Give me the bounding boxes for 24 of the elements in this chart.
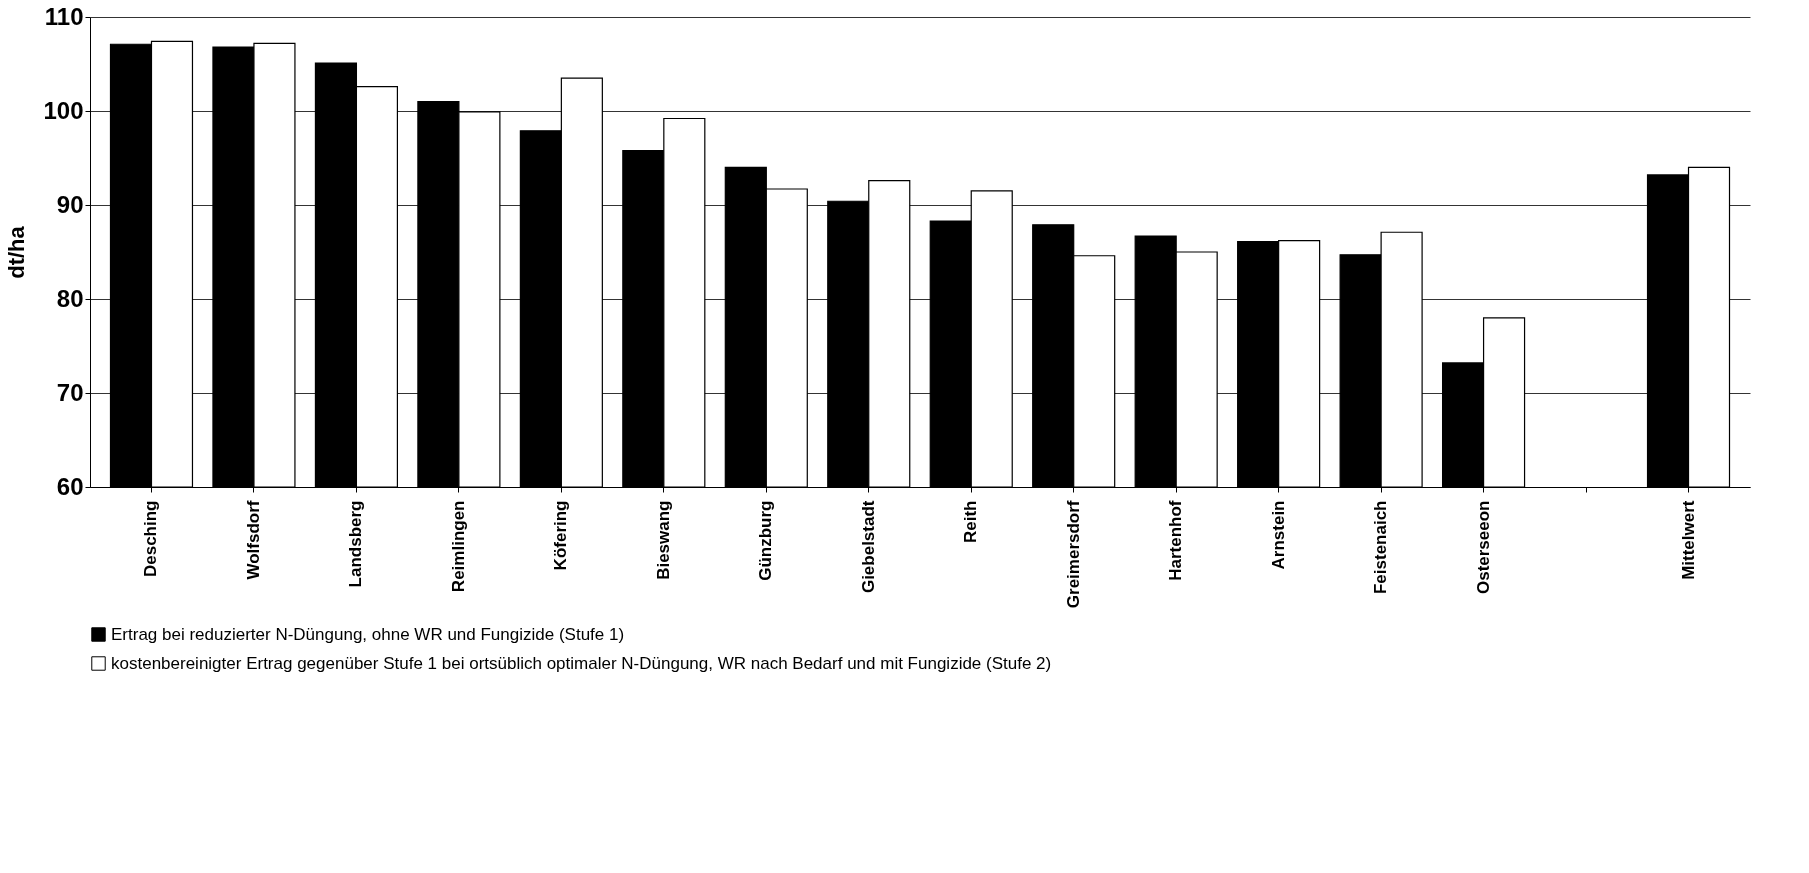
y-axis-title: dt/ha (4, 225, 30, 279)
y-tick-label: 70 (56, 378, 84, 406)
legend-label: Ertrag bei reduzierter N-Düngung, ohne WR und Fungizide (Stufe 1) (111, 624, 625, 644)
x-tick-label: Giebelstadt (858, 500, 878, 594)
y-tick-label: 110 (44, 2, 84, 30)
x-tick-label: Köfering (551, 500, 571, 571)
x-tick-label: Bieswang (653, 500, 673, 580)
x-tick-label: Reimlingen (448, 500, 468, 593)
x-tick-label: Greimersdorf (1063, 500, 1083, 609)
y-tick-label: 80 (56, 284, 84, 312)
x-tick-label: Desching (141, 500, 161, 578)
y-tick-label: 100 (43, 96, 84, 124)
legend-label: kostenbereinigter Ertrag gegenüber Stufe 1 bei ortsüblich optimaler N-Düngung, WR nach Bedarf und mit Fungizide (Stufe 2) (111, 653, 1052, 673)
y-tick-label: 90 (56, 190, 84, 218)
x-tick-label: Günzburg (756, 500, 776, 581)
x-tick-label: Landsberg (346, 500, 366, 588)
x-tick-label: Arnstein (1268, 500, 1288, 570)
x-tick-label: Osterseeon (1473, 500, 1493, 595)
x-tick-label: Mittelwert (1678, 500, 1698, 580)
y-tick-label: 60 (56, 472, 84, 500)
x-tick-label: Reith (961, 500, 981, 543)
x-tick-label: Hartenhof (1166, 500, 1186, 581)
x-tick-label: Wolfsdorf (243, 500, 263, 580)
x-tick-label: Feistenaich (1371, 500, 1391, 595)
